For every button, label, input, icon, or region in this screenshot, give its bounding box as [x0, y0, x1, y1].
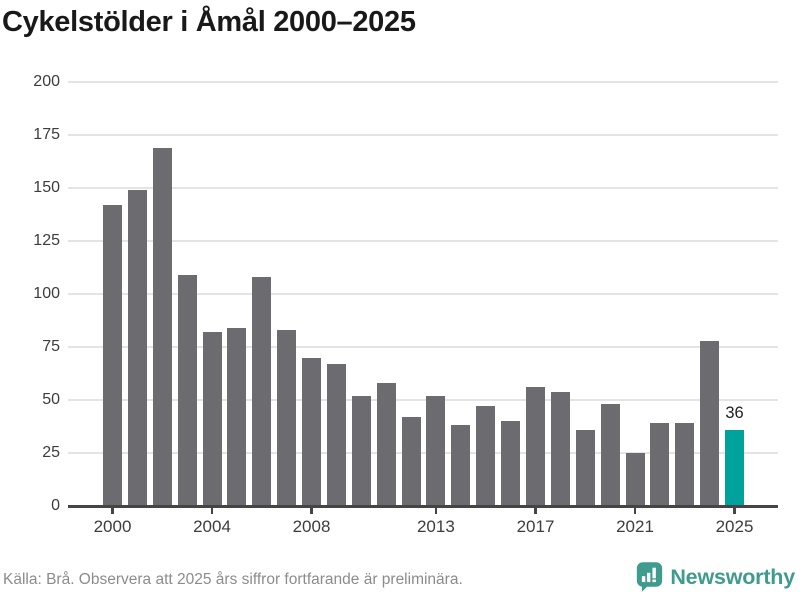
bar-2017 [526, 387, 545, 506]
bar-2009 [326, 364, 346, 506]
y-tick-label-25: 25 [42, 444, 60, 461]
gridline-125 [68, 240, 778, 242]
chart-footer: Källa: Brå. Observera att 2025 års siffr… [0, 558, 800, 600]
bar-2011 [376, 383, 396, 506]
x-axis-line [68, 505, 778, 508]
bar-2019 [575, 429, 595, 506]
newsworthy-bubble-chart-icon [637, 562, 663, 592]
x-tick-2021 [633, 507, 637, 514]
x-tick-2013 [434, 507, 438, 514]
bar-2025 [725, 429, 744, 506]
y-tick-label-175: 175 [33, 126, 60, 143]
bar-2022 [650, 423, 670, 506]
gridline-100 [68, 293, 778, 295]
chart-title: Cykelstölder i Åmål 2000–2025 [2, 6, 416, 38]
bar-2005 [227, 327, 247, 506]
bar-2012 [401, 417, 421, 506]
y-tick-label-200: 200 [33, 73, 60, 90]
y-tick-label-125: 125 [33, 232, 60, 249]
y-tick-label-75: 75 [42, 338, 60, 355]
gridline-25 [68, 452, 778, 454]
bar-2000 [103, 205, 122, 506]
gridline-75 [68, 346, 778, 348]
bar-2008 [302, 357, 321, 506]
x-tick-label-2004: 2004 [193, 517, 231, 536]
bar-2002 [152, 147, 172, 506]
x-tick-2000 [111, 507, 114, 514]
source-note: Källa: Brå. Observera att 2025 års siffr… [3, 571, 463, 588]
x-tick-2017 [534, 507, 537, 514]
bar-2024 [700, 340, 720, 506]
bar-2014 [451, 425, 471, 506]
bar-2013 [426, 395, 446, 506]
bar-2021 [625, 453, 645, 506]
bar-2001 [127, 190, 147, 506]
x-tick-label-2017: 2017 [516, 517, 555, 536]
x-tick-2004 [210, 507, 214, 514]
bar-2023 [675, 423, 695, 506]
x-tick-label-2008: 2008 [292, 517, 331, 536]
y-tick-label-100: 100 [33, 285, 60, 302]
bar-2007 [277, 330, 297, 506]
bar-2020 [600, 404, 620, 506]
x-tick-label-2013: 2013 [416, 517, 455, 536]
x-tick-2008 [310, 507, 313, 514]
bar-2015 [476, 406, 496, 506]
gridline-200 [68, 81, 778, 83]
bar-2006 [252, 277, 272, 506]
bar-2004 [202, 332, 222, 506]
x-tick-label-2021: 2021 [616, 517, 654, 536]
highlight-value-label: 36 [725, 403, 744, 422]
x-tick-2025 [733, 507, 736, 514]
x-tick-label-2025: 2025 [715, 517, 754, 536]
bar-2018 [550, 391, 570, 506]
gridline-175 [68, 134, 778, 136]
bar-2010 [351, 395, 371, 506]
y-tick-label-50: 50 [42, 391, 60, 408]
gridline-150 [68, 187, 778, 189]
newsworthy-wordmark: Newsworthy [670, 564, 795, 589]
bar-2003 [177, 274, 197, 506]
gridline-50 [68, 399, 778, 401]
bar-chart: 0 25 50 75 100 125 150 175 200 36 2000 2004 2008 20… [33, 73, 778, 536]
y-tick-label-150: 150 [33, 179, 60, 196]
bar-2016 [501, 421, 521, 506]
y-tick-label-0: 0 [51, 497, 60, 514]
x-tick-label-2000: 2000 [93, 517, 132, 536]
newsworthy-logo: Newsworthy [636, 561, 795, 593]
